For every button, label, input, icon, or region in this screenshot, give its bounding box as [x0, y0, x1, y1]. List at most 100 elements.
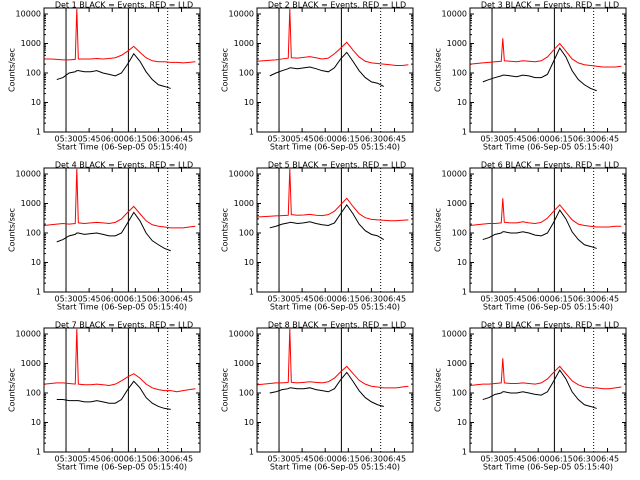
- y-tick-label: 1: [462, 288, 467, 297]
- y-axis-label: Counts/sec: [8, 208, 17, 252]
- panel: Det 8 BLACK = Events, RED = LLD Start Tim…: [221, 321, 414, 472]
- x-tick-label: 06:45: [170, 135, 193, 144]
- panel: Det 2 BLACK = Events, RED = LLD Start Tim…: [221, 1, 414, 152]
- x-tick-label: 06:15: [337, 135, 360, 144]
- y-axis-label: Counts/sec: [221, 368, 230, 412]
- y-tick-label: 1000: [447, 39, 467, 48]
- panel: Det 7 BLACK = Events, RED = LLD Start Tim…: [8, 321, 201, 472]
- plot-frame: [469, 327, 627, 453]
- x-tick-label: 06:00: [101, 135, 124, 144]
- y-tick-label: 10: [244, 418, 254, 427]
- series-line: [44, 328, 196, 393]
- x-tick-label: 06:45: [170, 455, 193, 464]
- x-tick-label: 06:00: [101, 455, 124, 464]
- x-tick-label: 05:45: [291, 455, 314, 464]
- y-tick-label: 1: [249, 128, 254, 137]
- x-tick-label: 06:45: [170, 295, 193, 304]
- series-line: [257, 328, 409, 389]
- y-tick-label: 1000: [447, 199, 467, 208]
- panel: Det 1 BLACK = Events, RED = LLD Start Tim…: [8, 1, 201, 152]
- x-axis-label: Start Time (06-Sep-05 05:15:40): [483, 463, 613, 472]
- y-tick-label: 1: [36, 128, 41, 137]
- y-tick-label: 1000: [21, 39, 41, 48]
- x-tick-label: 06:30: [360, 295, 383, 304]
- series-line: [56, 211, 171, 252]
- x-tick-label: 05:45: [504, 455, 527, 464]
- series-line: [44, 8, 196, 64]
- y-tick-label: 100: [452, 389, 467, 398]
- x-axis-label: Start Time (06-Sep-05 05:15:40): [57, 143, 187, 152]
- y-tick-label: 100: [239, 389, 254, 398]
- y-tick-label: 1: [36, 288, 41, 297]
- y-tick-label: 1: [36, 448, 41, 457]
- x-tick-label: 05:30: [480, 135, 503, 144]
- x-tick-label: 06:45: [383, 295, 406, 304]
- x-tick-label: 06:00: [527, 135, 550, 144]
- y-tick-label: 10: [244, 98, 254, 107]
- y-tick-label: 10000: [16, 330, 41, 339]
- chart-title: Det 1 BLACK = Events, RED = LLD: [55, 1, 193, 10]
- y-tick-label: 10: [457, 98, 467, 107]
- x-tick-label: 06:00: [314, 135, 337, 144]
- y-tick-label: 1000: [234, 199, 254, 208]
- chart-title: Det 2 BLACK = Events, RED = LLD: [268, 1, 406, 10]
- x-tick-label: 06:30: [360, 135, 383, 144]
- y-tick-label: 10: [31, 98, 41, 107]
- y-tick-label: 100: [26, 69, 41, 78]
- y-tick-label: 10000: [442, 330, 467, 339]
- x-axis-label: Start Time (06-Sep-05 05:15:40): [483, 303, 613, 312]
- chart-title: Det 6 BLACK = Events, RED = LLD: [481, 161, 619, 170]
- y-tick-label: 1000: [234, 39, 254, 48]
- y-tick-label: 10000: [229, 330, 254, 339]
- x-tick-label: 06:30: [573, 455, 596, 464]
- x-tick-label: 06:15: [337, 455, 360, 464]
- x-tick-label: 05:45: [504, 295, 527, 304]
- x-tick-label: 05:45: [291, 295, 314, 304]
- plot-frame: [469, 167, 627, 293]
- y-axis-label: Counts/sec: [221, 48, 230, 92]
- series-line: [269, 371, 384, 407]
- x-tick-label: 06:30: [360, 455, 383, 464]
- y-tick-label: 10000: [16, 10, 41, 19]
- y-tick-label: 10: [244, 258, 254, 267]
- x-tick-label: 06:45: [596, 135, 619, 144]
- y-tick-label: 1: [462, 448, 467, 457]
- x-axis-label: Start Time (06-Sep-05 05:15:40): [270, 463, 400, 472]
- y-axis-label: Counts/sec: [434, 208, 443, 252]
- x-tick-label: 05:30: [480, 295, 503, 304]
- plot-frame: [256, 7, 414, 133]
- x-tick-label: 06:00: [527, 295, 550, 304]
- x-tick-label: 06:15: [337, 295, 360, 304]
- y-axis-label: Counts/sec: [434, 368, 443, 412]
- x-axis-label: Start Time (06-Sep-05 05:15:40): [483, 143, 613, 152]
- y-tick-label: 1: [249, 448, 254, 457]
- x-tick-label: 05:30: [267, 135, 290, 144]
- x-axis-label: Start Time (06-Sep-05 05:15:40): [57, 463, 187, 472]
- x-tick-label: 06:30: [573, 135, 596, 144]
- plot-frame: [43, 7, 201, 133]
- chart-title: Det 8 BLACK = Events, RED = LLD: [268, 321, 406, 330]
- chart-title: Det 9 BLACK = Events, RED = LLD: [481, 321, 619, 330]
- x-tick-label: 05:30: [267, 295, 290, 304]
- x-tick-label: 06:45: [596, 455, 619, 464]
- x-tick-label: 05:30: [54, 135, 77, 144]
- series-line: [257, 168, 409, 222]
- y-tick-label: 100: [452, 229, 467, 238]
- chart-title: Det 7 BLACK = Events, RED = LLD: [55, 321, 193, 330]
- series-line: [269, 203, 384, 240]
- x-tick-label: 05:30: [267, 455, 290, 464]
- series-line: [482, 369, 597, 409]
- panel: Det 4 BLACK = Events, RED = LLD Start Tim…: [8, 161, 201, 312]
- plot-frame: [256, 167, 414, 293]
- panel: Det 3 BLACK = Events, RED = LLD Start Tim…: [434, 1, 627, 152]
- y-tick-label: 10: [31, 418, 41, 427]
- x-axis-label: Start Time (06-Sep-05 05:15:40): [270, 143, 400, 152]
- y-tick-label: 10: [457, 258, 467, 267]
- series-line: [482, 47, 597, 92]
- panel: Det 6 BLACK = Events, RED = LLD Start Tim…: [434, 161, 627, 312]
- x-tick-label: 05:30: [54, 295, 77, 304]
- y-tick-label: 1000: [21, 359, 41, 368]
- y-tick-label: 10000: [229, 170, 254, 179]
- x-tick-label: 06:00: [101, 295, 124, 304]
